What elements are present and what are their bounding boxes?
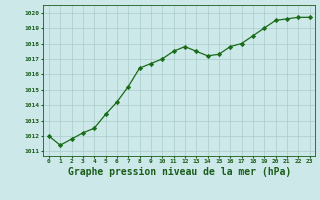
X-axis label: Graphe pression niveau de la mer (hPa): Graphe pression niveau de la mer (hPa) [68, 167, 291, 177]
